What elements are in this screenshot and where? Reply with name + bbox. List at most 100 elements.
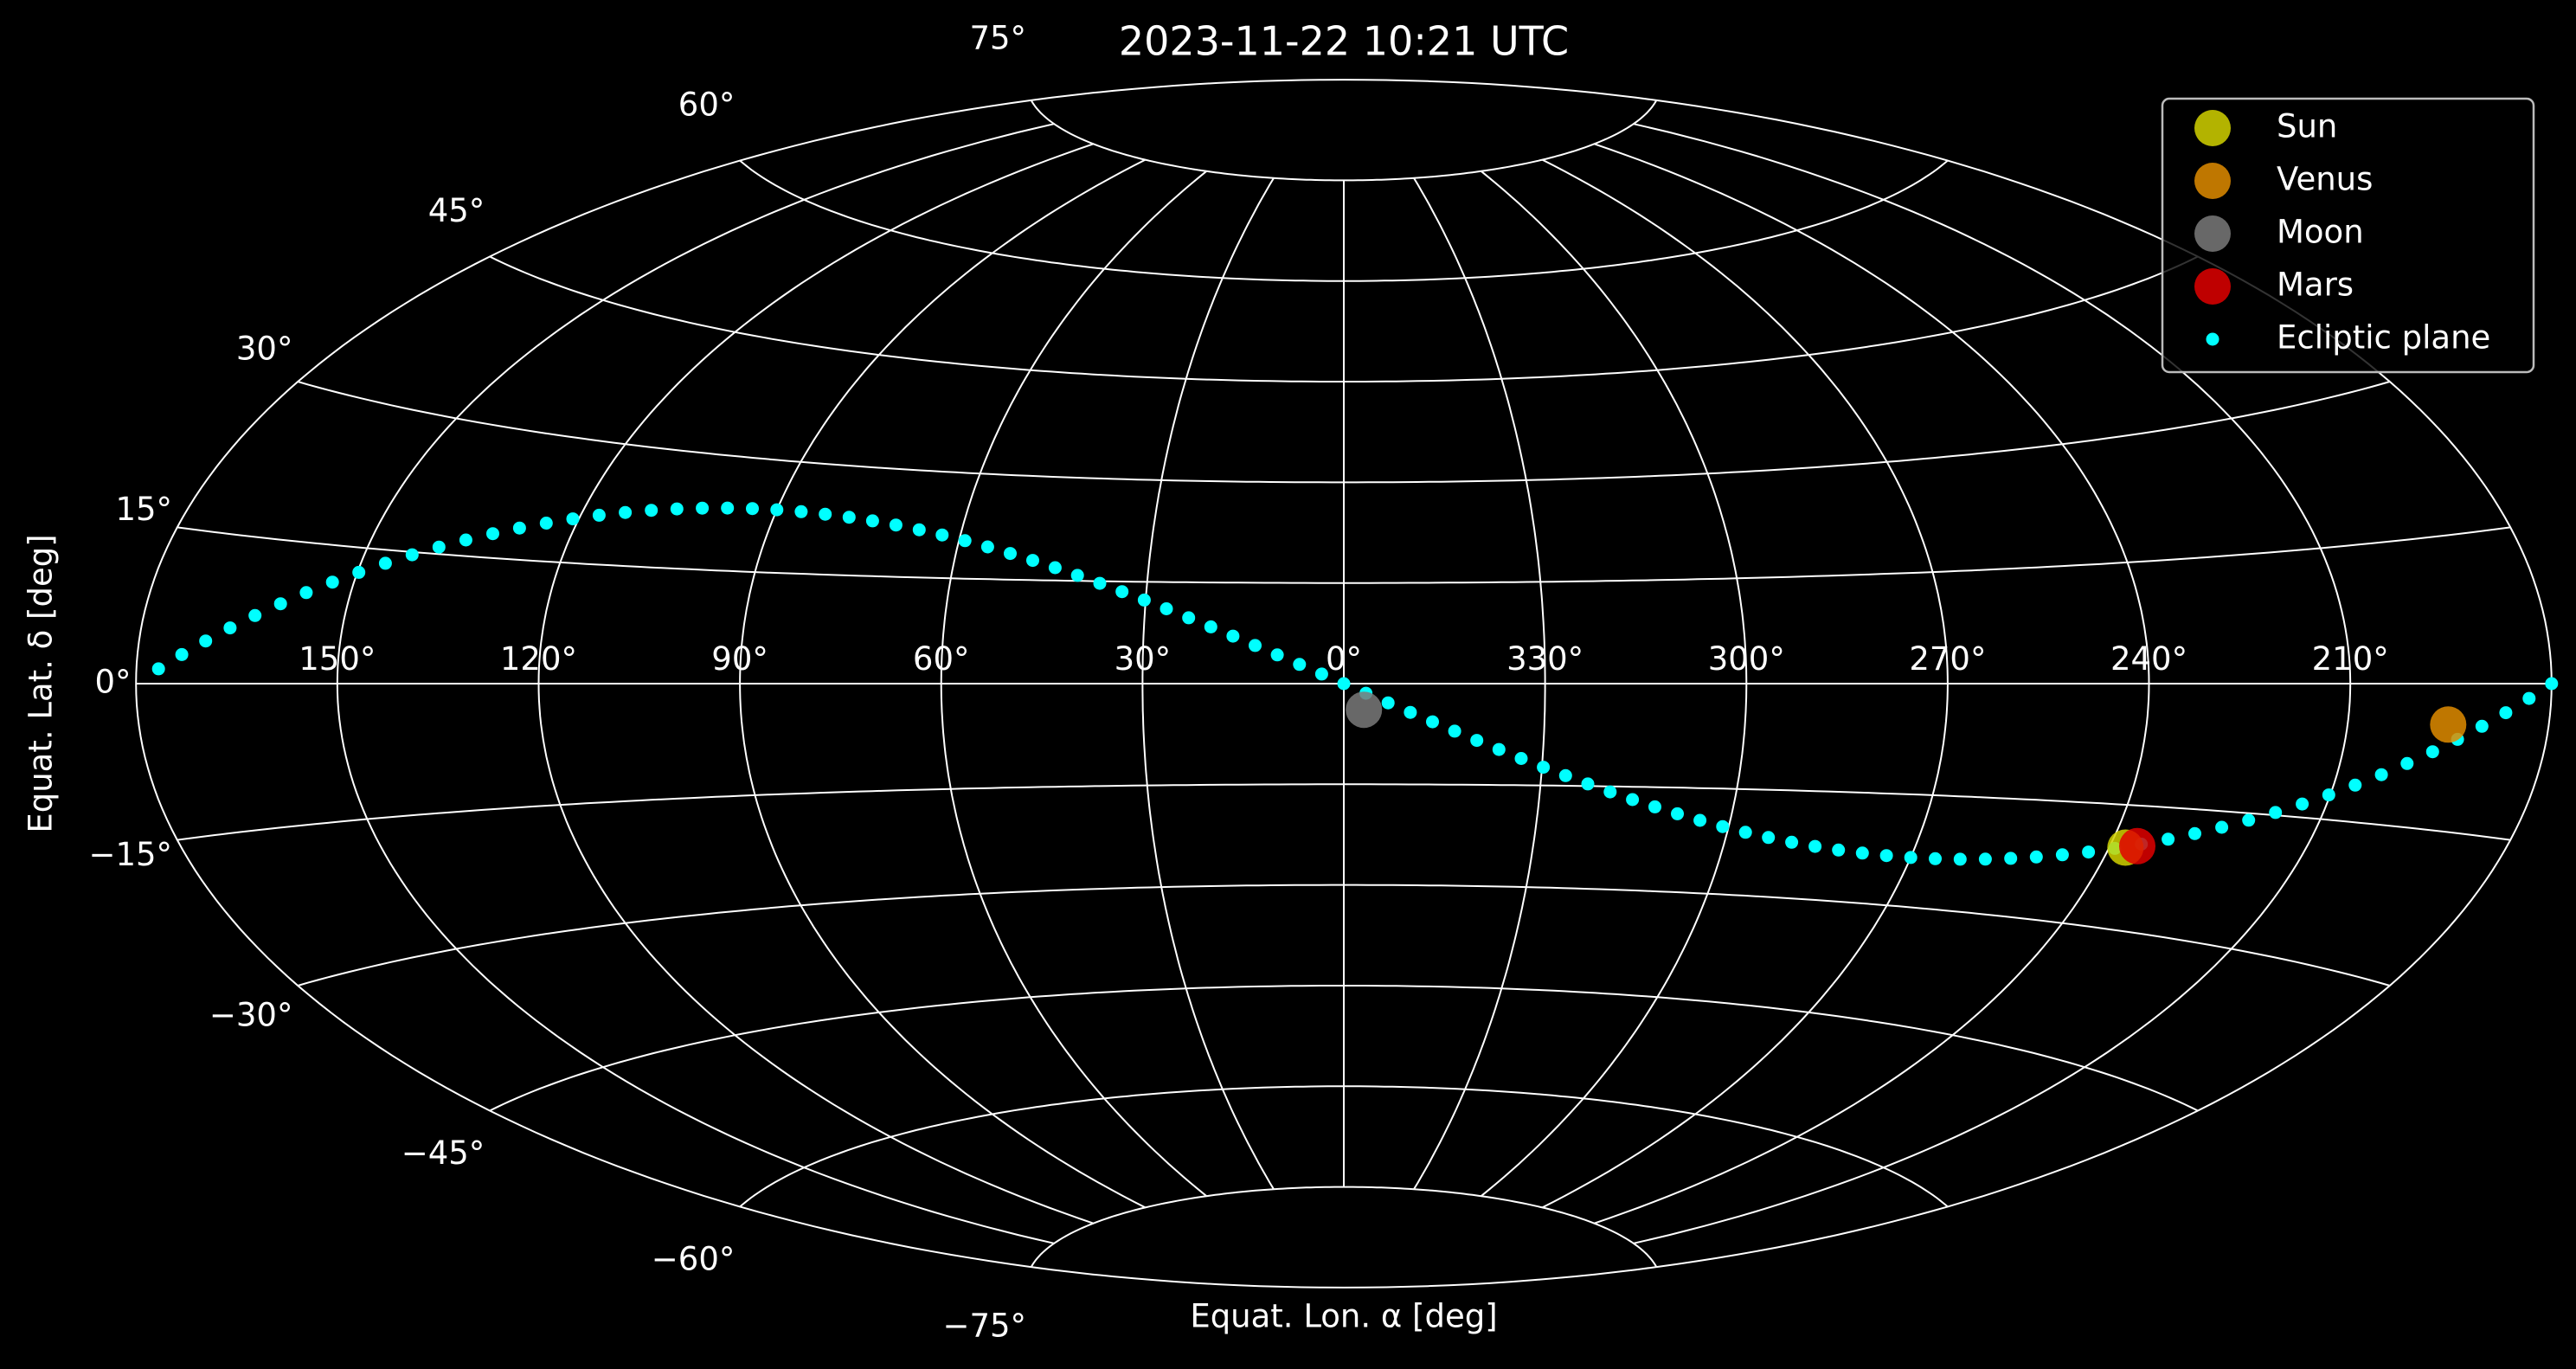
point <box>1929 852 1942 865</box>
point <box>1626 793 1640 807</box>
point <box>352 565 366 579</box>
grid-line <box>1481 170 1748 1197</box>
point <box>670 502 684 516</box>
point <box>1603 785 1617 799</box>
point <box>2119 827 2155 864</box>
x-tick-label: 210° <box>2312 640 2389 678</box>
point <box>980 540 994 554</box>
x-tick-label: 330° <box>1506 640 1584 678</box>
point <box>1716 819 1730 833</box>
point <box>2162 832 2175 846</box>
point <box>2348 778 2362 792</box>
x-tick-label: 270° <box>1909 640 1986 678</box>
x-tick-label: 150° <box>299 640 376 678</box>
point <box>1855 846 1869 860</box>
point <box>1470 734 1484 748</box>
y-tick-label: −45° <box>401 1134 485 1172</box>
legend-label: Mars <box>2277 267 2354 304</box>
x-tick-label: 120° <box>500 640 577 678</box>
point <box>1738 826 1752 839</box>
point <box>2055 848 2069 862</box>
point <box>539 517 553 530</box>
grid-line <box>1633 123 2352 1244</box>
point <box>1448 724 1461 738</box>
point <box>2029 850 2043 864</box>
point <box>1381 696 1395 710</box>
point <box>721 501 735 515</box>
legend-label: Ecliptic plane <box>2277 319 2490 357</box>
point <box>2430 706 2467 743</box>
point <box>512 521 526 535</box>
y-tick-label: −30° <box>209 997 293 1034</box>
x-tick-label: 90° <box>711 640 768 678</box>
grid-line <box>739 158 1147 1209</box>
point <box>645 504 658 517</box>
point <box>325 575 339 589</box>
legend-marker <box>2194 110 2231 146</box>
point <box>1832 843 1846 857</box>
point <box>2400 756 2414 770</box>
legend-marker <box>2194 215 2231 252</box>
point <box>1879 849 1893 863</box>
point <box>1314 667 1328 681</box>
point <box>1904 851 1918 864</box>
point <box>2188 826 2201 840</box>
point <box>1693 813 1707 827</box>
x-tick-label: 60° <box>913 640 970 678</box>
point <box>151 662 165 676</box>
point <box>2522 691 2536 705</box>
point <box>1426 715 1439 729</box>
point <box>1404 705 1417 719</box>
point <box>1004 547 1017 561</box>
point <box>2322 788 2335 802</box>
y-tick-label: −75° <box>942 1307 1026 1344</box>
grid-line <box>1141 177 1275 1190</box>
point <box>842 511 856 524</box>
point <box>2296 797 2309 811</box>
y-tick-label: −60° <box>652 1240 736 1277</box>
y-axis-label: Equat. Lat. δ [deg] <box>22 534 60 832</box>
point <box>889 518 903 532</box>
point <box>1249 639 1262 652</box>
grid <box>135 79 2553 1289</box>
x-axis-label: Equat. Lon. α [deg] <box>1190 1298 1497 1335</box>
point <box>405 548 419 562</box>
point <box>2374 768 2388 781</box>
point <box>1137 593 1151 607</box>
labels: −75° −60° −45° −30° −15° 0° 15° 30° 45° 60° 75° 150… <box>88 20 2388 1345</box>
chart-title: 2023-11-22 10:21 UTC <box>1119 18 1569 65</box>
legend-label: Sun <box>2277 108 2337 145</box>
legend: Sun Venus Moon Mars Ecliptic plane <box>2161 97 2535 374</box>
point <box>1953 852 1967 866</box>
point <box>2004 852 2018 865</box>
legend-marker <box>2194 163 2231 199</box>
grid-line <box>537 143 1094 1224</box>
point <box>819 507 832 521</box>
point <box>1492 742 1506 756</box>
point <box>1204 620 1217 633</box>
y-tick-label: 15° <box>115 491 172 528</box>
plot-area <box>151 501 2559 866</box>
point <box>199 634 213 648</box>
point <box>865 514 879 528</box>
y-tick-label: 60° <box>678 87 736 124</box>
point <box>619 505 633 519</box>
point <box>1026 554 1039 568</box>
x-tick-label: 300° <box>1708 640 1785 678</box>
point <box>794 505 808 518</box>
y-tick-label: −15° <box>88 836 172 873</box>
point <box>1093 576 1107 590</box>
x-tick-label: 0° <box>1326 640 1362 678</box>
point <box>486 527 499 541</box>
point <box>935 528 949 542</box>
legend-label: Venus <box>2277 161 2373 198</box>
point <box>2545 677 2559 691</box>
point <box>2242 813 2256 827</box>
point <box>2475 719 2489 733</box>
point <box>432 540 446 554</box>
y-tick-label: 0° <box>94 664 131 701</box>
x-tick-label: 240° <box>2110 640 2187 678</box>
point <box>1785 835 1799 849</box>
